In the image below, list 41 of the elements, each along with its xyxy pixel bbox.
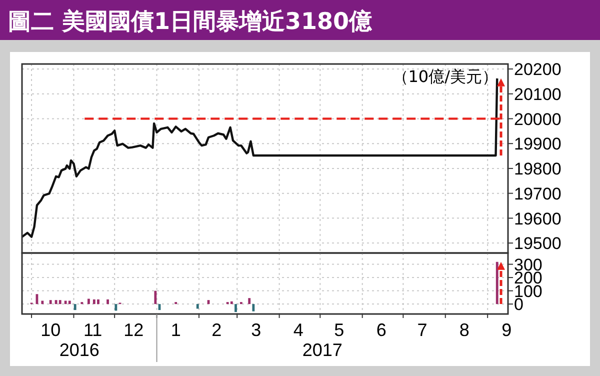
x-tick-label: 5 [334,320,344,340]
bar [97,299,100,304]
y-tick-label: 20200 [514,60,562,80]
bar [252,304,255,312]
x-tick-label: 3 [251,320,262,340]
bar [88,298,90,304]
bar [106,299,109,304]
bar [114,304,118,311]
bar [58,300,62,304]
x-tick-label: 8 [459,320,470,340]
x-tick-label: 2 [212,320,222,340]
x-tick-label: 4 [293,320,304,340]
x-tick-label: 1 [170,320,181,340]
x-tick-label: 10 [40,320,61,340]
y-tick-label: 19800 [514,160,562,179]
text: 2016 [59,340,100,360]
y-tick-label: 19700 [514,184,562,204]
x-tick-label: 7 [417,320,428,340]
y-tick-label: 19600 [514,209,562,228]
bar [41,300,44,304]
x-tick-label: 9 [502,320,512,340]
bar [64,300,67,304]
bar [154,290,157,304]
bar [49,300,52,304]
y-tick-label: 20100 [514,84,562,104]
bar [196,304,199,309]
x-tick-label: 12 [124,320,144,340]
bar [92,299,96,304]
x-tick-label: 6 [376,320,386,340]
x-tick-label: 11 [83,320,102,340]
y-tick-label: 19500 [514,234,562,254]
y-tick-label: 20000 [514,110,562,129]
bar [230,301,233,304]
bar [74,304,76,310]
bar [234,304,237,312]
bar [248,298,251,304]
text: 2017 [302,340,342,360]
bar [68,300,71,304]
annotation: （10億/美元） [392,67,498,86]
chart-title: 圖二 美國國債1日間暴增近3180億 [8,8,374,35]
y-tick-label: 19900 [514,134,562,154]
